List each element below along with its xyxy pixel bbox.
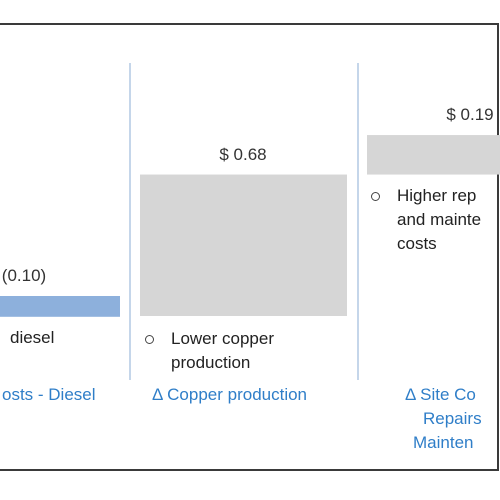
bullet-line: diesel [10,328,55,347]
bullet-line: Higher rep [397,186,477,205]
bullet-line: and mainte [397,210,482,229]
category-label-line: Δ Site Co [405,385,476,404]
bar-copper-production [140,174,347,316]
value-label-copper: $ 0.68 [219,145,267,164]
category-label-line: Δ Copper production [152,385,308,404]
bar-costs-diesel [0,296,120,317]
bullet-copper: Lower copper production [145,327,275,375]
category-label-copper-production: Δ Copper production [152,383,307,407]
bullet-line: Lower copper [171,329,275,348]
value-label-diesel: (0.10) [1,266,47,285]
chart-frame [0,23,499,471]
bullet-line: production [171,353,251,372]
bullet-dot [145,335,154,344]
value-label-site-costs: $ 0.19 [446,105,494,124]
category-label-line: Repairs [423,409,482,428]
bullet-line: costs [397,234,437,253]
category-label-line: Mainten [413,433,474,452]
bullet-site-costs: Higher rep and mainte costs [371,184,482,256]
bullet-diesel: diesel [10,326,54,350]
category-label-site-costs: Δ Site Co Repairs Mainten [405,383,482,455]
bar-site-costs-repairs [367,135,500,175]
category-label-line: osts - Diesel [2,385,96,404]
bullet-dot [371,192,380,201]
category-label-costs-diesel: osts - Diesel [2,383,96,407]
